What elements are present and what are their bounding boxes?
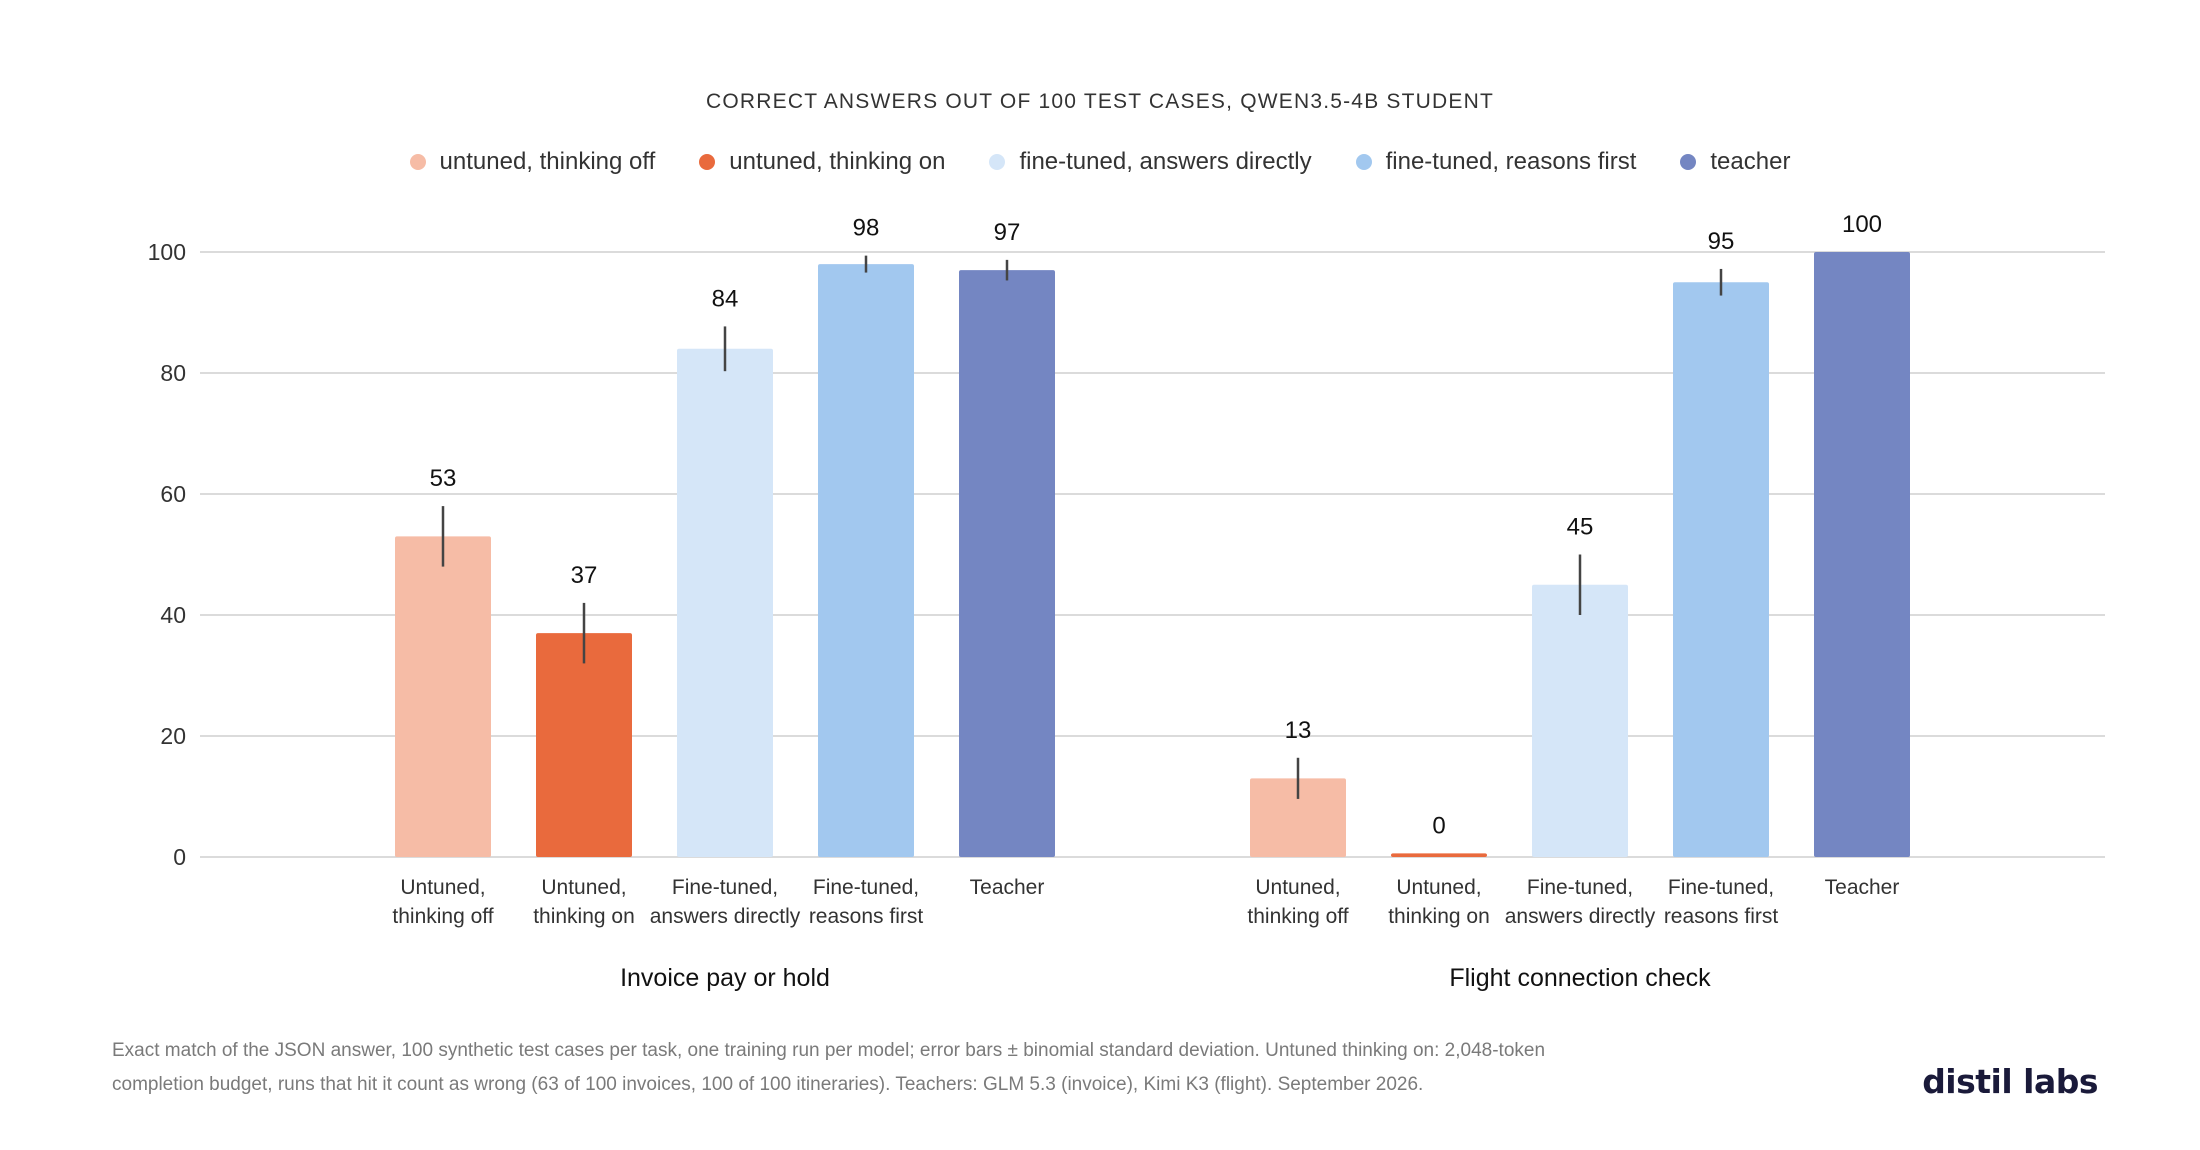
x-tick-label: Teacher <box>1825 876 1900 899</box>
brand-logo: distil labs <box>1922 1062 2098 1101</box>
legend-label: untuned, thinking off <box>439 148 656 175</box>
data-label: 45 <box>1567 514 1594 541</box>
legend-swatch <box>1680 154 1697 170</box>
bar-chart: 0 20 40 60 80 100 53 Untuned, thinking off 37 Untu… <box>148 211 2105 992</box>
data-label: 0 <box>1432 812 1445 839</box>
x-tick-label: thinking off <box>1247 905 1348 928</box>
legend-swatch <box>699 154 716 170</box>
data-label: 13 <box>1285 717 1312 744</box>
data-label: 100 <box>1842 211 1882 238</box>
x-tick-label: Fine-tuned, <box>1668 876 1774 899</box>
x-tick-label: thinking on <box>533 905 635 928</box>
legend-item: fine-tuned, answers directly <box>989 148 1312 176</box>
group-label: Invoice pay or hold <box>620 964 830 992</box>
legend-item: untuned, thinking off <box>409 148 656 176</box>
bar <box>1673 282 1769 857</box>
data-label: 97 <box>994 219 1021 246</box>
y-tick-label: 20 <box>160 723 186 749</box>
legend-swatch <box>1355 154 1372 170</box>
chart-title: CORRECT ANSWERS OUT OF 100 TEST CASES, Q… <box>706 90 1494 113</box>
bar <box>1391 853 1487 857</box>
legend-swatch <box>409 154 426 170</box>
data-label: 37 <box>571 562 598 589</box>
group-label: Flight connection check <box>1449 964 1711 992</box>
x-tick-label: thinking off <box>392 905 493 928</box>
bar <box>395 536 491 857</box>
x-tick-label: Fine-tuned, <box>813 876 919 899</box>
x-tick-label: answers directly <box>650 905 801 928</box>
x-tick-label: Teacher <box>970 876 1045 899</box>
x-tick-label: Untuned, <box>1255 876 1340 899</box>
data-label: 95 <box>1708 228 1735 255</box>
x-tick-label: answers directly <box>1505 905 1656 928</box>
data-label: 98 <box>853 215 880 242</box>
y-tick-label: 60 <box>160 481 186 507</box>
x-tick-label: Untuned, <box>400 876 485 899</box>
y-tick-label: 100 <box>148 239 186 265</box>
x-tick-label: Untuned, <box>1396 876 1481 899</box>
legend-label: fine-tuned, answers directly <box>1019 148 1312 175</box>
footnote: Exact match of the JSON answer, 100 synt… <box>112 1034 1812 1102</box>
footnote-line: completion budget, runs that hit it coun… <box>112 1074 1424 1095</box>
bar <box>536 633 632 857</box>
y-tick-label: 40 <box>160 602 186 628</box>
legend-label: teacher <box>1710 148 1791 175</box>
y-tick-label: 0 <box>173 844 186 870</box>
x-tick-label: reasons first <box>1664 905 1779 928</box>
data-label: 84 <box>712 285 739 312</box>
legend-item: untuned, thinking on <box>699 148 945 176</box>
bar <box>1532 584 1628 857</box>
x-tick-label: thinking on <box>1388 905 1490 928</box>
x-tick-label: reasons first <box>809 905 924 928</box>
x-tick-label: Untuned, <box>541 876 626 899</box>
legend: untuned, thinking off untuned, thinking … <box>0 148 2200 176</box>
bar <box>818 264 914 858</box>
legend-label: untuned, thinking on <box>729 148 946 175</box>
legend-label: fine-tuned, reasons first <box>1385 148 1637 175</box>
bar <box>1250 778 1346 857</box>
x-tick-label: Fine-tuned, <box>1527 876 1633 899</box>
legend-item: fine-tuned, reasons first <box>1355 148 1637 176</box>
bar <box>677 348 773 857</box>
data-label: 53 <box>430 465 457 492</box>
footnote-line: Exact match of the JSON answer, 100 synt… <box>112 1040 1546 1061</box>
y-tick-label: 80 <box>160 360 186 386</box>
bar <box>1814 252 1910 857</box>
legend-swatch <box>989 154 1006 170</box>
x-tick-label: Fine-tuned, <box>672 876 778 899</box>
legend-item: teacher <box>1680 148 1790 176</box>
bar <box>959 270 1055 857</box>
